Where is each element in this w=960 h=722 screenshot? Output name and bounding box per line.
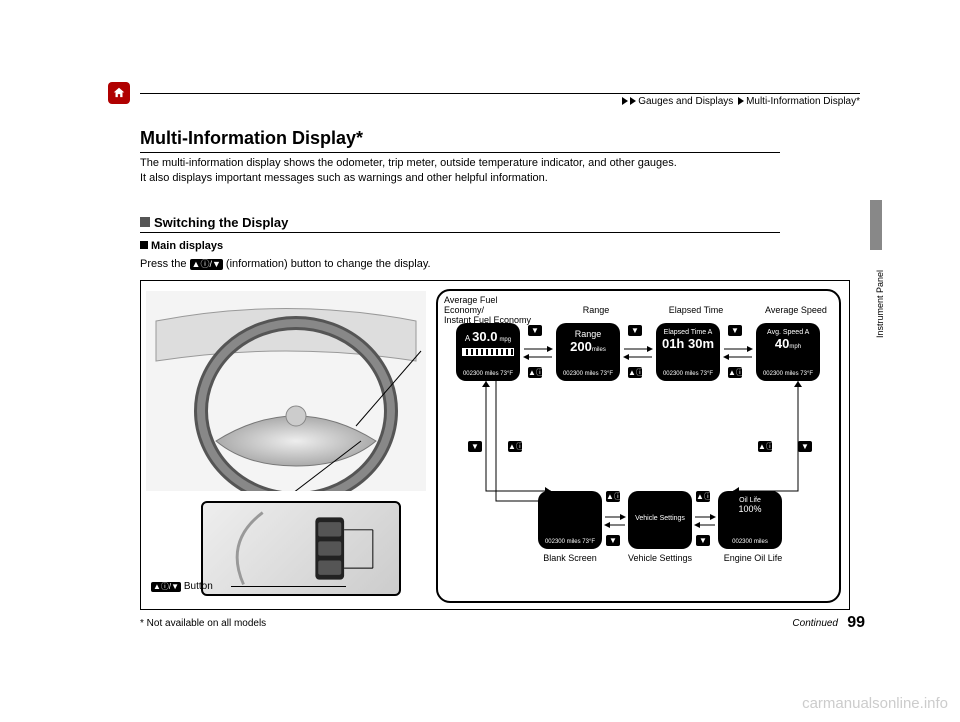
- intro-text: The multi-information display shows the …: [140, 156, 780, 187]
- screen-oil-life: Oil Life 100% 002300 miles: [718, 491, 782, 549]
- continued-label: Continued: [792, 618, 838, 629]
- arrow-hb1: [602, 509, 628, 533]
- screen-speed: Avg. Speed A 40mph 002300 miles 73°F: [756, 323, 820, 381]
- page-title: Multi-Information Display*: [140, 128, 780, 153]
- screen-blank: 002300 miles 73°F: [538, 491, 602, 549]
- intro-line2: It also displays important messages such…: [140, 171, 780, 186]
- side-tab: [870, 200, 882, 250]
- label-vehicle: Vehicle Settings: [620, 553, 700, 563]
- section-heading: Switching the Display: [140, 215, 780, 233]
- breadcrumb: Gauges and Displays Multi-Information Di…: [622, 96, 860, 107]
- footnote: * Not available on all models: [140, 618, 266, 629]
- nav-btn-b2b: ▼: [696, 535, 710, 546]
- nav-btn-2a: ▼: [628, 325, 642, 336]
- diagram-frame: ▲ⓘ/▼ Button Average Fuel Economy/ Instan…: [140, 280, 850, 610]
- arrow-hb2: [692, 509, 718, 533]
- screen-range: Range 200miles 002300 miles 73°F: [556, 323, 620, 381]
- header-rule: [140, 93, 860, 94]
- label-blank: Blank Screen: [538, 553, 602, 563]
- nav-btn-vr2: ▼: [798, 441, 812, 452]
- nav-btn-2b: ▲ⓘ: [628, 367, 642, 378]
- nav-btn-1b: ▲ⓘ: [528, 367, 542, 378]
- breadcrumb-part1: Gauges and Displays: [638, 96, 733, 107]
- arrow-h3: [720, 341, 756, 365]
- callout-label: ▲ⓘ/▼ Button: [151, 581, 213, 592]
- callout-leader: [231, 586, 346, 587]
- screen-fuel-economy: A 30.0 mpg 002300 miles 73°F: [456, 323, 520, 381]
- arrow-h2: [620, 341, 656, 365]
- nav-btn-vl2: ▲ⓘ: [508, 441, 522, 452]
- label-oil: Engine Oil Life: [713, 553, 793, 563]
- label-range: Range: [566, 305, 626, 315]
- nav-btn-vr1: ▲ⓘ: [758, 441, 772, 452]
- page-number: 99: [847, 614, 865, 632]
- steering-wheel-illustration: [146, 291, 426, 491]
- instruction-text: Press the ▲ⓘ/▼ (information) button to c…: [140, 258, 431, 270]
- button-callout-image: [201, 501, 401, 596]
- nav-btn-3a: ▼: [728, 325, 742, 336]
- breadcrumb-part2: Multi-Information Display*: [746, 96, 860, 107]
- nav-btn-vl1: ▼: [468, 441, 482, 452]
- label-elapsed: Elapsed Time: [656, 305, 736, 315]
- home-icon[interactable]: [108, 82, 130, 104]
- nav-btn-b1a: ▲ⓘ: [606, 491, 620, 502]
- nav-btn-b1b: ▼: [606, 535, 620, 546]
- nav-btn-1a: ▼: [528, 325, 542, 336]
- label-fuel: Average Fuel Economy/ Instant Fuel Econo…: [444, 295, 534, 325]
- screen-elapsed: Elapsed Time A 01h 30m 002300 miles 73°F: [656, 323, 720, 381]
- screen-vehicle-settings: Vehicle Settings: [628, 491, 692, 549]
- side-tab-label: Instrument Panel: [875, 270, 885, 338]
- info-button-symbol: ▲ⓘ/▼: [190, 259, 223, 270]
- nav-btn-b2a: ▲ⓘ: [696, 491, 710, 502]
- label-speed: Average Speed: [756, 305, 836, 315]
- display-flow-panel: Average Fuel Economy/ Instant Fuel Econo…: [436, 289, 841, 603]
- nav-btn-3b: ▲ⓘ: [728, 367, 742, 378]
- arrow-h1: [520, 341, 556, 365]
- sub-heading: Main displays: [140, 240, 223, 252]
- intro-line1: The multi-information display shows the …: [140, 156, 780, 171]
- watermark: carmanualsonline.info: [802, 695, 948, 712]
